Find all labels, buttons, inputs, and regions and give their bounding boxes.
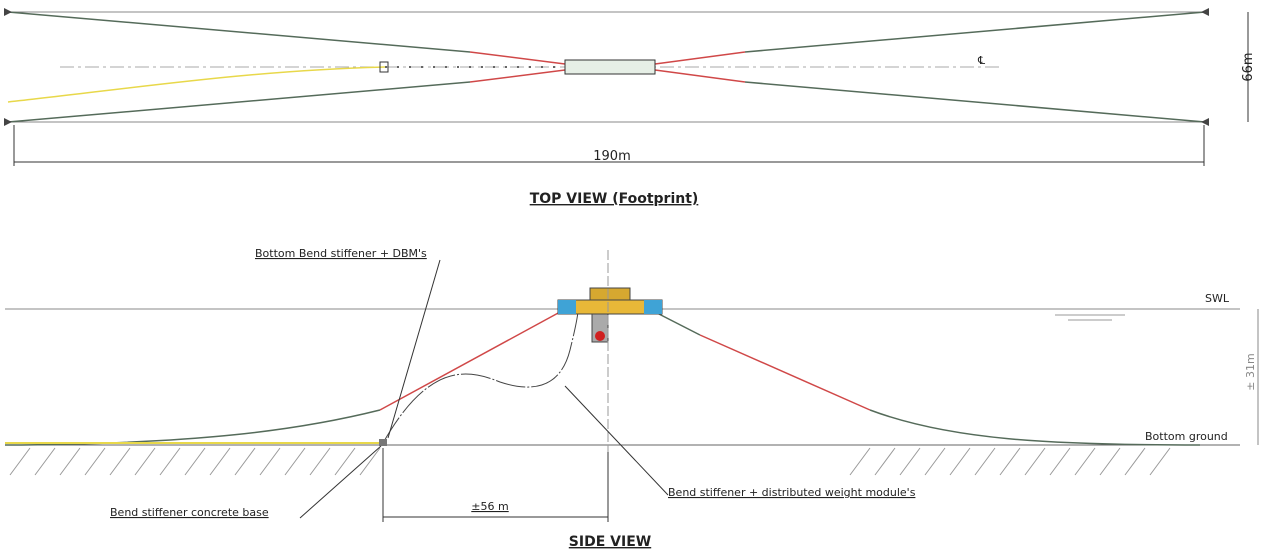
mooring-line	[470, 70, 565, 82]
annotation: Bend stiffener + distributed weight modu…	[668, 486, 916, 499]
leader	[300, 446, 381, 518]
length-label: 190m	[593, 149, 630, 164]
mooring-line	[470, 52, 565, 64]
ground-label: Bottom ground	[1145, 430, 1228, 443]
diagram: ℄ 66m 190m TOP VIEW (Footprint)	[0, 0, 1261, 553]
top-view: ℄ 66m 190m TOP VIEW (Footprint)	[4, 8, 1256, 207]
mooring-line	[8, 12, 470, 52]
umbilical	[383, 310, 578, 443]
turret	[595, 331, 605, 341]
leader	[388, 260, 440, 438]
mooring-line	[745, 82, 1205, 122]
centerline-symbol: ℄	[977, 54, 985, 67]
leader	[565, 386, 668, 495]
width-label: 66m	[1241, 52, 1256, 81]
mooring-line	[380, 312, 560, 410]
vessel-pontoon	[644, 300, 662, 314]
umbilical	[8, 67, 385, 102]
hatching	[10, 448, 1170, 475]
annotation: Bottom Bend stiffener + DBM's	[255, 247, 427, 260]
mooring-line	[655, 70, 745, 82]
vessel	[565, 60, 655, 74]
title: SIDE VIEW	[569, 534, 651, 550]
annotation: Bend stiffener concrete base	[110, 506, 269, 519]
mooring-line	[5, 410, 380, 445]
mooring-line	[700, 335, 870, 410]
vessel-deck	[590, 288, 630, 300]
swl-label: SWL	[1205, 292, 1230, 305]
mooring-line	[655, 312, 700, 335]
vessel-pontoon	[558, 300, 576, 314]
mooring-line	[745, 12, 1205, 52]
title: TOP VIEW (Footprint)	[530, 191, 699, 207]
mooring-line	[655, 52, 745, 64]
side-view: ±56 m ± 31m SWL Bottom ground Bottom Ben…	[5, 247, 1258, 550]
mooring-line	[8, 82, 470, 122]
span-label: ±56 m	[471, 500, 508, 513]
concrete-base	[379, 439, 387, 446]
depth-label: ± 31m	[1244, 353, 1257, 390]
